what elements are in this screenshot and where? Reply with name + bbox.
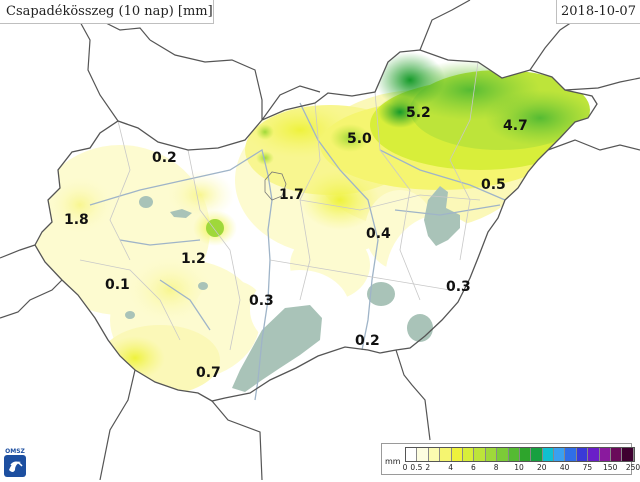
station-value-label: 5.2 xyxy=(406,105,431,121)
hungary-border xyxy=(34,49,598,402)
station-value-label: 0.2 xyxy=(152,150,177,166)
map-date: 2018-10-07 xyxy=(556,0,640,24)
legend-tick-label: 2 xyxy=(425,463,431,472)
legend-tick-label: 8 xyxy=(493,463,499,472)
legend-tick-label: 4 xyxy=(448,463,453,472)
legend-swatch xyxy=(485,448,498,461)
legend-swatch xyxy=(417,448,429,461)
station-value-label: 0.7 xyxy=(196,365,221,381)
station-value-label: 0.2 xyxy=(355,333,380,349)
budapest-outline xyxy=(264,171,287,201)
legend-swatch xyxy=(531,448,543,461)
legend-tick-label: 250 xyxy=(625,463,640,472)
legend-tick-label: 6 xyxy=(471,463,476,472)
legend: mm 0 0.5 2 4 6 8 10 20 40 75 150 250 xyxy=(381,443,640,475)
station-value-label: 4.7 xyxy=(503,118,528,134)
station-value-label: 0.4 xyxy=(366,226,391,242)
county-lines xyxy=(79,61,481,351)
station-value-label: 5.0 xyxy=(347,131,372,147)
legend-swatch xyxy=(440,448,452,461)
lakes xyxy=(125,186,460,392)
station-value-label: 0.5 xyxy=(481,177,506,193)
precipitation-fields xyxy=(35,52,595,395)
legend-swatch xyxy=(497,448,509,461)
legend-swatch xyxy=(542,448,555,461)
legend-swatch xyxy=(588,448,600,461)
legend-swatch xyxy=(462,448,475,461)
omsz-logo-mark xyxy=(4,455,26,477)
legend-swatch xyxy=(508,448,520,461)
omsz-logo-text: OMSZ xyxy=(5,448,25,455)
legend-swatch xyxy=(599,448,612,461)
legend-swatch xyxy=(428,448,441,461)
legend-color-scale xyxy=(405,447,635,462)
legend-swatch xyxy=(576,448,589,461)
station-value-label: 0.3 xyxy=(249,293,274,309)
station-value-label: 0.3 xyxy=(446,279,471,295)
legend-tick-label: 0.5 xyxy=(410,463,423,472)
legend-unit: mm xyxy=(385,457,401,466)
legend-tick-label: 150 xyxy=(603,463,618,472)
legend-swatch xyxy=(622,448,634,461)
legend-tick-labels: 0 0.5 2 4 6 8 10 20 40 75 150 250 xyxy=(402,463,640,473)
legend-swatch xyxy=(611,448,623,461)
legend-swatch xyxy=(451,448,463,461)
station-value-label: 0.1 xyxy=(105,277,130,293)
legend-swatch xyxy=(554,448,566,461)
legend-tick-label: 75 xyxy=(582,463,593,472)
station-value-label: 1.2 xyxy=(181,251,206,267)
station-value-label: 1.8 xyxy=(64,212,89,228)
station-value-label: 1.7 xyxy=(279,187,304,203)
legend-swatch xyxy=(474,448,486,461)
legend-tick-label: 40 xyxy=(559,463,570,472)
legend-tick-label: 0 xyxy=(402,463,408,472)
legend-swatch xyxy=(406,448,418,461)
map-title: Csapadékösszeg (10 nap) [mm] xyxy=(0,0,214,24)
legend-swatch xyxy=(565,448,577,461)
legend-swatch xyxy=(519,448,532,461)
legend-tick-label: 20 xyxy=(537,463,547,472)
legend-tick-label: 10 xyxy=(514,463,524,472)
omsz-logo: OMSZ xyxy=(3,448,27,478)
